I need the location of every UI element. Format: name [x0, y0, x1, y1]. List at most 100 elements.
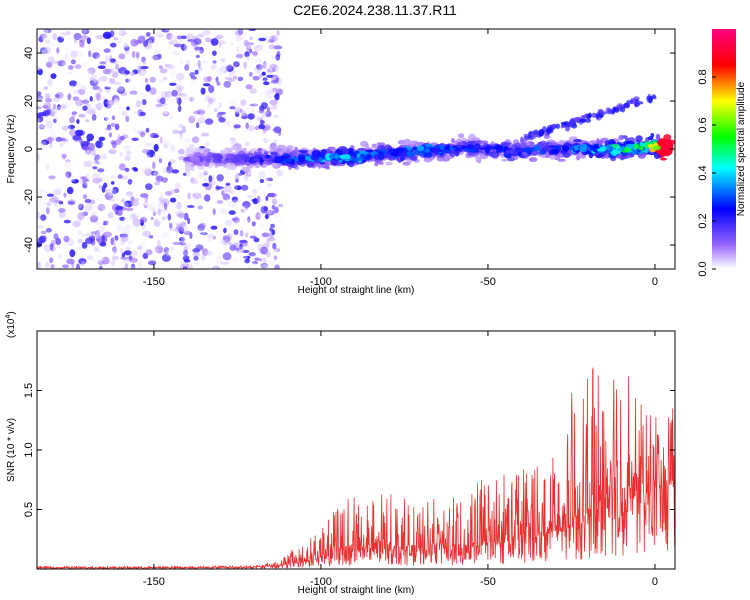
- heatmap-cell: [501, 158, 508, 162]
- heatmap-cell: [257, 45, 266, 53]
- heatmap-cell: [235, 34, 243, 42]
- heatmap-cell: [82, 29, 88, 34]
- heatmap-cell: [107, 211, 114, 219]
- heatmap-cell: [65, 159, 71, 163]
- heatmap-cell: [533, 144, 541, 152]
- heatmap-cell: [119, 151, 123, 157]
- heatmap-cell: [152, 54, 160, 61]
- heatmap-cell: [74, 129, 84, 137]
- heatmap-cell: [71, 179, 79, 184]
- heatmap-cell: [95, 35, 104, 40]
- heatmap-cell: [97, 218, 105, 226]
- heatmap-cell: [158, 65, 163, 69]
- heatmap-cell: [101, 141, 106, 148]
- heatmap-cell: [125, 115, 130, 123]
- heatmap-cell: [277, 221, 283, 228]
- heatmap-cell: [37, 154, 41, 162]
- heatmap-cell: [139, 99, 144, 107]
- heatmap-cell: [195, 61, 202, 68]
- heatmap-cell: [257, 147, 262, 151]
- heatmap-cell: [377, 153, 385, 161]
- heatmap-cell: [40, 230, 47, 235]
- heatmap-cell: [175, 96, 179, 104]
- heatmap-cell: [637, 152, 646, 159]
- heatmap-cell: [120, 247, 124, 254]
- heatmap-cell: [161, 231, 170, 238]
- heatmap-cell: [113, 37, 119, 41]
- heatmap-cell: [661, 146, 671, 150]
- heatmap-cell: [37, 142, 41, 146]
- heatmap-cell: [204, 118, 214, 125]
- heatmap-cell: [168, 161, 172, 167]
- heatmap-cell: [137, 245, 143, 251]
- heatmap-cell: [225, 139, 234, 143]
- heatmap-cell: [129, 140, 135, 145]
- heatmap-cell: [588, 151, 594, 159]
- heatmap-cell: [87, 177, 94, 182]
- heatmap-cell: [129, 93, 136, 102]
- heatmap-cell: [266, 208, 273, 214]
- heatmap-cell: [258, 171, 266, 178]
- heatmap-cell: [122, 175, 128, 180]
- heatmap-cell: [268, 236, 276, 242]
- heatmap-cell: [207, 260, 214, 265]
- heatmap-cell: [137, 35, 145, 44]
- heatmap-cell: [67, 112, 73, 119]
- heatmap-cell: [229, 230, 235, 237]
- heatmap-cell: [147, 207, 157, 212]
- heatmap-cell: [37, 106, 42, 110]
- heatmap-cell: [82, 194, 88, 200]
- heatmap-cell: [112, 255, 119, 261]
- heatmap-cell: [91, 74, 97, 78]
- heatmap-cell: [244, 51, 250, 58]
- heatmap-cell: [89, 96, 93, 102]
- heatmap-cell: [178, 87, 182, 95]
- heatmap-cell: [139, 111, 146, 117]
- heatmap-cell: [621, 152, 629, 156]
- heatmap-cell: [117, 37, 123, 44]
- heatmap-cell: [530, 141, 535, 146]
- heatmap-cell: [74, 64, 82, 69]
- heatmap-cell: [273, 255, 278, 260]
- heatmap-cell: [355, 157, 364, 161]
- heatmap-cell: [258, 123, 266, 130]
- heatmap-cell: [246, 195, 253, 198]
- heatmap-cell: [263, 151, 269, 155]
- heatmap-cell: [87, 255, 93, 260]
- heatmap-cell: [185, 59, 191, 66]
- heatmap-cell: [610, 110, 616, 115]
- heatmap-cell: [153, 143, 159, 152]
- heatmap-cell: [423, 158, 431, 163]
- heatmap-cell: [124, 70, 130, 75]
- heatmap-cell: [163, 210, 167, 219]
- heatmap-cell: [240, 220, 248, 225]
- heatmap-cell: [103, 182, 108, 188]
- heatmap-cell: [124, 50, 129, 54]
- heatmap-cell: [225, 198, 230, 204]
- heatmap-cell: [181, 236, 187, 244]
- heatmap-cell: [169, 197, 177, 203]
- heatmap-cell: [224, 189, 231, 195]
- heatmap-cell: [155, 175, 164, 182]
- heatmap-cell: [231, 217, 239, 222]
- heatmap-cell: [222, 235, 226, 242]
- heatmap-cell: [66, 101, 72, 109]
- heatmap-cell: [37, 185, 46, 190]
- heatmap-cell: [224, 119, 229, 125]
- heatmap-cell: [105, 80, 112, 89]
- heatmap-cell: [54, 106, 63, 115]
- heatmap-cell: [239, 230, 244, 237]
- heatmap-cell: [84, 204, 93, 212]
- heatmap-cell: [182, 266, 188, 269]
- heatmap-cell: [99, 177, 103, 182]
- heatmap-cell: [116, 64, 122, 69]
- heatmap-cell: [78, 202, 83, 209]
- heatmap-cell: [262, 264, 269, 268]
- heatmap-cell: [129, 90, 138, 95]
- heatmap-cell: [49, 142, 53, 149]
- heatmap-cell: [37, 261, 41, 269]
- heatmap-cell: [655, 133, 661, 141]
- heatmap-cell: [273, 114, 280, 118]
- heatmap-cell: [218, 42, 222, 48]
- heatmap-cell: [161, 177, 168, 184]
